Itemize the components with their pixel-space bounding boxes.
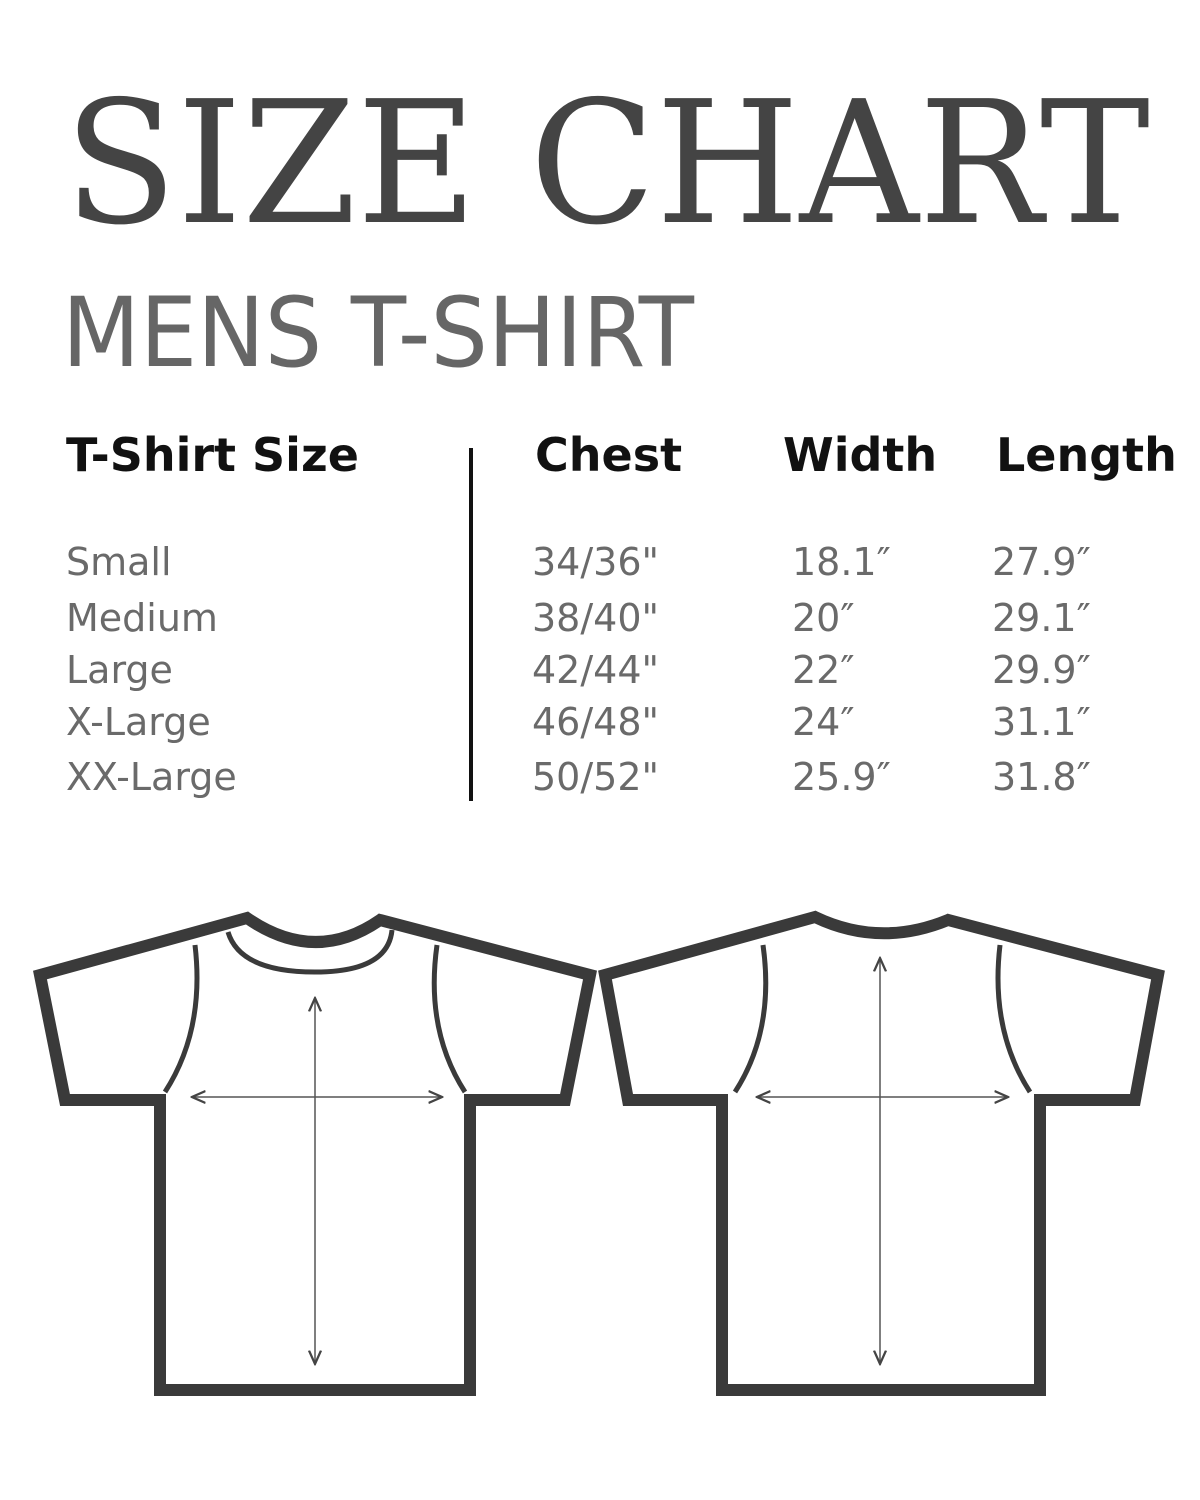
tshirt-back-icon <box>598 910 1165 1396</box>
header-width: Width <box>783 428 938 482</box>
cell-chest: 42/44" <box>532 648 659 692</box>
cell-size: Small <box>66 540 172 584</box>
cell-width: 24″ <box>792 700 855 744</box>
cell-width: 25.9″ <box>792 755 891 799</box>
header-length: Length <box>996 428 1177 482</box>
title-block: SIZE CHART MENS T-SHIRT <box>62 65 1150 389</box>
cell-size: Large <box>66 648 173 692</box>
cell-length: 29.1″ <box>992 596 1091 640</box>
cell-chest: 38/40" <box>532 596 659 640</box>
cell-width: 20″ <box>792 596 855 640</box>
cell-length: 27.9″ <box>992 540 1091 584</box>
header-size: T-Shirt Size <box>66 428 359 482</box>
cell-size: XX-Large <box>66 755 237 799</box>
page-title: SIZE CHART <box>64 65 1150 263</box>
cell-chest: 34/36" <box>532 540 659 584</box>
page-subtitle: MENS T-SHIRT <box>62 277 694 389</box>
header-chest: Chest <box>535 428 683 482</box>
cell-width: 18.1″ <box>792 540 891 584</box>
cell-length: 31.8″ <box>992 755 1091 799</box>
cell-length: 31.1″ <box>992 700 1091 744</box>
cell-chest: 50/52" <box>532 755 659 799</box>
cell-size: X-Large <box>66 700 211 744</box>
tshirt-front-icon <box>33 911 597 1396</box>
cell-chest: 46/48" <box>532 700 659 744</box>
cell-size: Medium <box>66 596 218 640</box>
cell-length: 29.9″ <box>992 648 1091 692</box>
cell-width: 22″ <box>792 648 855 692</box>
column-divider <box>469 448 473 801</box>
